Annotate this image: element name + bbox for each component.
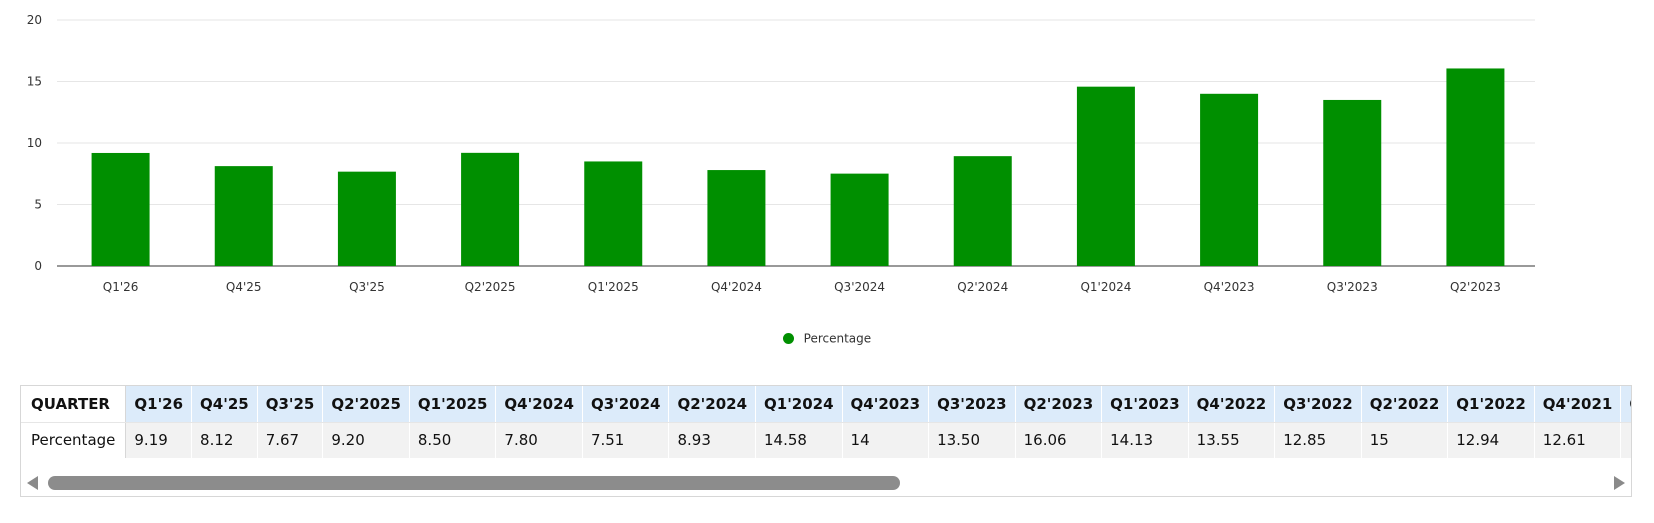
column-header: Q1'26 (125, 386, 193, 423)
y-tick-label: 5 (34, 198, 42, 212)
table-cell: 16.06 (1015, 422, 1103, 458)
table-cell: 7.51 (582, 422, 670, 458)
table-cell: 7.80 (495, 422, 583, 458)
table-cell: 9.19 (125, 422, 193, 458)
table-row: Percentage 9.19 8.12 7.67 9.20 8.50 7.80 7.51 8… (21, 422, 1631, 458)
x-tick-label: Q3'25 (349, 280, 385, 294)
x-tick-label: Q2'2023 (1450, 280, 1501, 294)
x-tick-label: Q1'2024 (1080, 280, 1131, 294)
column-header: Q1'2025 (409, 386, 497, 423)
y-tick-label: 10 (27, 136, 42, 150)
column-header: Q1'2023 (1101, 386, 1189, 423)
scroll-left-arrow-icon[interactable] (27, 476, 38, 490)
bar[interactable] (1323, 99, 1382, 266)
table-cell: 8.12 (191, 422, 258, 458)
bar-chart: 0 5 10 15 20 Q1'26 Q4'25 Q3'25 Q2'2025 Q1'2025 Q4… (0, 13, 1654, 346)
column-header: Q3'2022 (1274, 386, 1362, 423)
chart-canvas: 0 5 10 15 20 Q1'26 Q4'25 Q3'25 Q2'2025 Q1'2025 Q4… (27, 13, 1535, 294)
bar[interactable] (953, 156, 1012, 266)
bar[interactable] (1446, 68, 1505, 266)
column-header: Q3'2023 (928, 386, 1016, 423)
bar[interactable] (707, 170, 766, 266)
data-table: QUARTER Q1'26 Q4'25 Q3'25 Q2'2025 Q1'2025 Q4'… (21, 386, 1631, 458)
column-header: Q2'2022 (1361, 386, 1449, 423)
table-cell: 12.85 (1274, 422, 1362, 458)
table-cell: 12.61 (1534, 422, 1622, 458)
x-tick-label: Q3'2024 (834, 280, 885, 294)
bar[interactable] (91, 152, 150, 266)
column-header: Q1'2024 (755, 386, 843, 423)
x-tick-label: Q2'2025 (465, 280, 516, 294)
y-tick-label: 20 (27, 13, 42, 27)
table-cell: 13.55 (1188, 422, 1276, 458)
x-tick-label: Q1'26 (103, 280, 139, 294)
table-cell: 15 (1361, 422, 1449, 458)
table-cell: 14.13 (1101, 422, 1189, 458)
table-cell: 7.67 (257, 422, 324, 458)
table-cell: 9.20 (322, 422, 410, 458)
x-tick-label: Q1'2025 (588, 280, 639, 294)
horizontal-scrollbar[interactable] (21, 468, 1631, 496)
legend-marker (782, 333, 794, 344)
column-header: Q2'2024 (668, 386, 757, 423)
column-header: Q1'2022 (1447, 386, 1535, 423)
row-header-quarter: QUARTER (21, 386, 127, 423)
column-header: Q3'25 (257, 386, 324, 423)
scrollbar-thumb[interactable] (48, 476, 900, 490)
x-tick-label: Q4'25 (226, 280, 262, 294)
legend-label: Percentage (803, 331, 872, 346)
x-tick-label: Q4'2024 (711, 280, 762, 294)
bar[interactable] (214, 166, 273, 266)
y-tick-label: 0 (34, 259, 42, 273)
bar[interactable] (1076, 86, 1135, 266)
x-tick-label: Q2'2024 (957, 280, 1008, 294)
column-header: Q4'2021 (1534, 386, 1622, 423)
chart-legend[interactable]: Percentage (0, 331, 1654, 346)
row-label-percentage: Percentage (21, 422, 127, 458)
column-header: Q4'2023 (842, 386, 930, 423)
column-header: Q3'2024 (582, 386, 670, 423)
table-scroll-area[interactable]: QUARTER Q1'26 Q4'25 Q3'25 Q2'2025 Q1'2025 Q4'… (21, 386, 1631, 458)
x-tick-label: Q3'2023 (1327, 280, 1378, 294)
table-cell: 12.94 (1447, 422, 1535, 458)
column-header: Q4'25 (191, 386, 258, 423)
column-header: Q4'2022 (1188, 386, 1276, 423)
column-header: Q4'2024 (495, 386, 583, 423)
x-tick-label: Q4'2023 (1204, 280, 1255, 294)
table-cell: 8.50 (409, 422, 497, 458)
table-cell: 14.58 (755, 422, 843, 458)
bar[interactable] (830, 173, 889, 266)
column-header: Q2'2025 (322, 386, 410, 423)
table-cell: 14 (842, 422, 930, 458)
bar[interactable] (337, 171, 396, 266)
column-header: Q3'2021 (1620, 386, 1631, 423)
column-header: Q2'2023 (1015, 386, 1103, 423)
table-cell: 11.94 (1620, 422, 1631, 458)
y-tick-label: 15 (27, 75, 42, 89)
table-header-row: QUARTER Q1'26 Q4'25 Q3'25 Q2'2025 Q1'2025 Q4'… (21, 386, 1631, 423)
table-cell: 13.50 (928, 422, 1016, 458)
bar[interactable] (584, 161, 643, 266)
bar[interactable] (1200, 93, 1259, 266)
bar[interactable] (461, 152, 520, 266)
scroll-right-arrow-icon[interactable] (1614, 476, 1625, 490)
quarter-data-table: QUARTER Q1'26 Q4'25 Q3'25 Q2'2025 Q1'2025 Q4'… (20, 385, 1632, 497)
table-cell: 8.93 (668, 422, 757, 458)
